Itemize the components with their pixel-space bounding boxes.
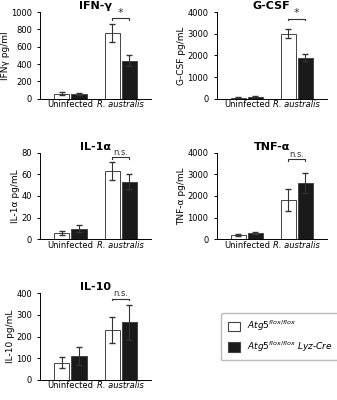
Bar	[298, 183, 313, 239]
Text: n.s.: n.s.	[289, 150, 304, 159]
Y-axis label: G-CSF pg/mL: G-CSF pg/mL	[177, 26, 186, 85]
Text: *: *	[294, 8, 300, 18]
Bar	[231, 98, 246, 99]
Bar	[104, 33, 120, 99]
Title: IL-1α: IL-1α	[80, 142, 111, 152]
Title: G-CSF: G-CSF	[253, 1, 290, 11]
Y-axis label: IFNγ pg/ml: IFNγ pg/ml	[1, 31, 10, 80]
Bar	[55, 94, 69, 99]
Bar	[248, 97, 263, 99]
Bar	[298, 58, 313, 99]
Text: *: *	[118, 8, 123, 18]
Bar	[71, 94, 87, 99]
Bar	[281, 200, 296, 239]
Y-axis label: IL-10 pg/mL: IL-10 pg/mL	[6, 310, 15, 363]
Bar	[248, 233, 263, 239]
Bar	[55, 363, 69, 380]
Bar	[122, 322, 136, 380]
Bar	[104, 171, 120, 239]
Text: n.s.: n.s.	[113, 289, 128, 298]
Title: IL-10: IL-10	[80, 282, 111, 292]
Bar	[71, 228, 87, 239]
Bar	[55, 233, 69, 239]
Bar	[71, 356, 87, 380]
Bar	[231, 235, 246, 239]
Bar	[281, 34, 296, 99]
Y-axis label: IL-1α pg/mL: IL-1α pg/mL	[11, 169, 20, 223]
Title: IFN-γ: IFN-γ	[79, 1, 112, 11]
Bar	[122, 182, 136, 239]
Y-axis label: TNF-α pg/mL: TNF-α pg/mL	[177, 167, 186, 225]
Legend: $Atg5^{flox/flox}$, $Atg5^{flox/flox}$ $Lyz$-$Cre$: $Atg5^{flox/flox}$, $Atg5^{flox/flox}$ $…	[221, 313, 337, 360]
Text: n.s.: n.s.	[113, 148, 128, 156]
Bar	[104, 330, 120, 380]
Bar	[122, 61, 136, 99]
Title: TNF-α: TNF-α	[254, 142, 290, 152]
